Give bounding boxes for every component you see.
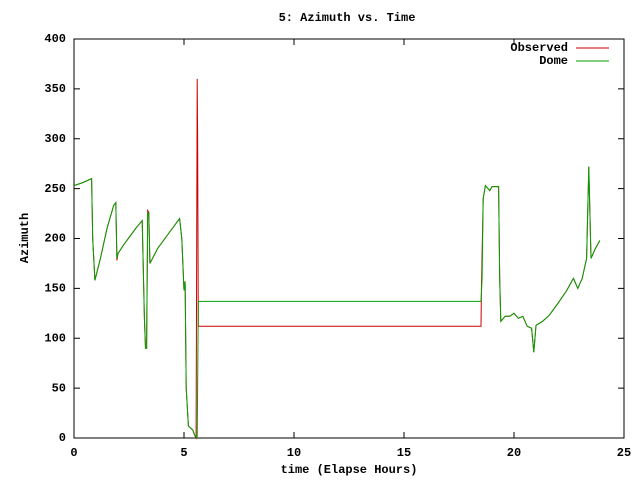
y-tick-label: 200 — [44, 232, 66, 246]
y-tick-label: 0 — [59, 431, 66, 445]
y-tick-label: 300 — [44, 132, 66, 146]
y-tick-label: 100 — [44, 331, 66, 345]
x-tick-label: 20 — [507, 446, 521, 460]
chart-title: 5: Azimuth vs. Time — [279, 11, 416, 25]
x-tick-label: 15 — [397, 446, 411, 460]
x-tick-label: 10 — [287, 446, 301, 460]
y-tick-label: 50 — [52, 381, 66, 395]
x-tick-label: 0 — [70, 446, 77, 460]
x-axis-label: time (Elapse Hours) — [281, 463, 418, 477]
legend-label: Dome — [539, 54, 568, 68]
plot-frame — [73, 38, 625, 439]
y-tick-label: 350 — [44, 82, 66, 96]
y-tick-label: 400 — [44, 32, 66, 46]
legend-label: Observed — [510, 41, 568, 55]
x-tick-label: 5 — [180, 446, 187, 460]
series-line — [73, 166, 601, 440]
y-axis-label: Azimuth — [18, 213, 32, 263]
y-tick-label: 150 — [44, 282, 66, 296]
x-tick-label: 25 — [617, 446, 631, 460]
y-tick-label: 250 — [44, 182, 66, 196]
